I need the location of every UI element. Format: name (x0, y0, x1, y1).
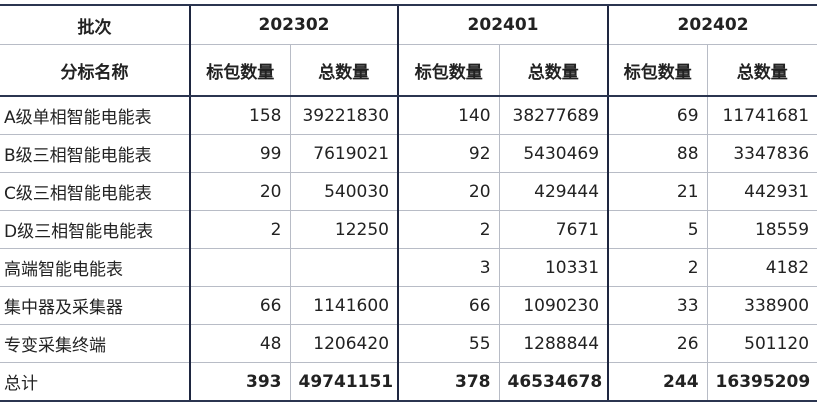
package-count-cell: 26 (607, 324, 708, 363)
row-name: B级三相智能电能表 (0, 134, 191, 173)
package-count-cell: 20 (189, 172, 291, 211)
package-count-cell: 92 (397, 134, 500, 173)
table-row: C级三相智能电能表 20 540030 20 429444 21 442931 (0, 172, 817, 211)
total-row: 总计 393 49741151 378 46534678 244 16395209 (0, 362, 817, 402)
total-quantity-cell: 18559 (706, 210, 817, 249)
row-name: 集中器及采集器 (0, 286, 191, 325)
total-quantity-cell: 1288844 (498, 324, 609, 363)
header-row-columns: 分标名称 标包数量 总数量 标包数量 总数量 标包数量 总数量 (0, 44, 817, 97)
package-count-header: 标包数量 (397, 44, 500, 97)
total-quantity-cell: 501120 (706, 324, 817, 363)
total-quantity-cell: 16395209 (706, 362, 817, 402)
package-count-cell: 2 (607, 248, 708, 287)
total-quantity-cell: 39221830 (289, 95, 399, 135)
package-count-cell: 5 (607, 210, 708, 249)
package-count-cell: 3 (397, 248, 500, 287)
total-quantity-cell: 540030 (289, 172, 399, 211)
package-count-cell: 158 (189, 95, 291, 135)
package-count-cell: 244 (607, 362, 708, 402)
total-quantity-cell: 7619021 (289, 134, 399, 173)
package-count-cell: 33 (607, 286, 708, 325)
row-name: 高端智能电能表 (0, 248, 191, 287)
batch-header: 202401 (397, 4, 609, 45)
batch-quantity-table: 批次 202302 202401 202402 分标名称 标包数量 总数量 标包… (0, 4, 817, 402)
table-row: B级三相智能电能表 99 7619021 92 5430469 88 3347836 (0, 134, 817, 173)
batch-label: 批次 (0, 4, 191, 45)
package-count-cell: 393 (189, 362, 291, 402)
table-row: 高端智能电能表 3 10331 2 4182 (0, 248, 817, 287)
row-name: 总计 (0, 362, 191, 402)
total-quantity-cell: 7671 (498, 210, 609, 249)
package-count-cell: 66 (397, 286, 500, 325)
package-count-cell: 69 (607, 95, 708, 135)
total-quantity-cell (289, 248, 399, 287)
package-count-cell: 2 (397, 210, 500, 249)
total-quantity-cell: 1141600 (289, 286, 399, 325)
row-name: 专变采集终端 (0, 324, 191, 363)
total-quantity-cell: 1206420 (289, 324, 399, 363)
package-count-cell: 48 (189, 324, 291, 363)
table-row: 专变采集终端 48 1206420 55 1288844 26 501120 (0, 324, 817, 363)
package-count-cell: 99 (189, 134, 291, 173)
total-quantity-cell: 3347836 (706, 134, 817, 173)
total-quantity-cell: 338900 (706, 286, 817, 325)
package-count-cell: 20 (397, 172, 500, 211)
table-row: 集中器及采集器 66 1141600 66 1090230 33 338900 (0, 286, 817, 325)
total-quantity-cell: 46534678 (498, 362, 609, 402)
batch-header: 202402 (607, 4, 817, 45)
package-count-cell: 140 (397, 95, 500, 135)
total-quantity-cell: 442931 (706, 172, 817, 211)
row-name: A级单相智能电能表 (0, 95, 191, 135)
package-count-cell: 66 (189, 286, 291, 325)
total-quantity-header: 总数量 (289, 44, 399, 97)
total-quantity-cell: 49741151 (289, 362, 399, 402)
package-count-cell (189, 248, 291, 287)
package-count-cell: 378 (397, 362, 500, 402)
package-count-header: 标包数量 (189, 44, 291, 97)
row-name: C级三相智能电能表 (0, 172, 191, 211)
total-quantity-cell: 1090230 (498, 286, 609, 325)
table-row: A级单相智能电能表 158 39221830 140 38277689 69 1174168… (0, 95, 817, 135)
total-quantity-cell: 4182 (706, 248, 817, 287)
table-row: D级三相智能电能表 2 12250 2 7671 5 18559 (0, 210, 817, 249)
total-quantity-header: 总数量 (498, 44, 609, 97)
total-quantity-cell: 38277689 (498, 95, 609, 135)
package-count-cell: 55 (397, 324, 500, 363)
row-name: D级三相智能电能表 (0, 210, 191, 249)
package-count-cell: 88 (607, 134, 708, 173)
name-label: 分标名称 (0, 44, 191, 97)
package-count-header: 标包数量 (607, 44, 708, 97)
package-count-cell: 21 (607, 172, 708, 211)
total-quantity-cell: 12250 (289, 210, 399, 249)
total-quantity-cell: 11741681 (706, 95, 817, 135)
header-row-batch: 批次 202302 202401 202402 (0, 4, 817, 45)
batch-header: 202302 (188, 4, 399, 45)
total-quantity-cell: 10331 (498, 248, 609, 287)
total-quantity-header: 总数量 (706, 44, 817, 97)
total-quantity-cell: 5430469 (498, 134, 609, 173)
package-count-cell: 2 (189, 210, 291, 249)
total-quantity-cell: 429444 (498, 172, 609, 211)
